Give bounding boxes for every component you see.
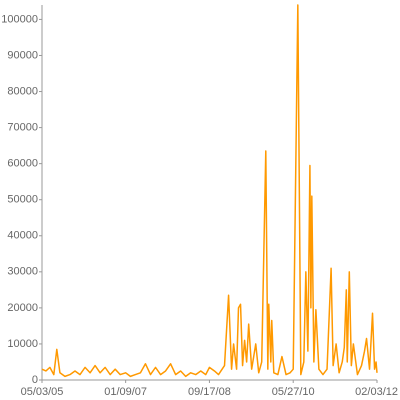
y-tick-label: 30000 [7, 266, 38, 278]
y-tick-label: 80000 [7, 85, 38, 97]
y-tick-label: 10000 [7, 338, 38, 350]
y-tick-label: 90000 [7, 49, 38, 61]
y-tick-label: 100000 [1, 13, 38, 25]
x-tick-label: 09/17/08 [188, 386, 231, 398]
y-tick-label: 70000 [7, 122, 38, 134]
y-tick-label: 50000 [7, 194, 38, 206]
x-tick-label: 01/09/07 [104, 386, 147, 398]
y-tick-label: 40000 [7, 230, 38, 242]
x-tick-label: 02/03/12 [355, 386, 398, 398]
data-line [41, 4, 378, 378]
x-tick-label: 05/27/10 [272, 386, 315, 398]
x-tick-label: 05/03/05 [21, 386, 64, 398]
y-tick-label: 0 [32, 374, 38, 386]
y-tick-label: 60000 [7, 158, 38, 170]
y-tick-label: 20000 [7, 302, 38, 314]
